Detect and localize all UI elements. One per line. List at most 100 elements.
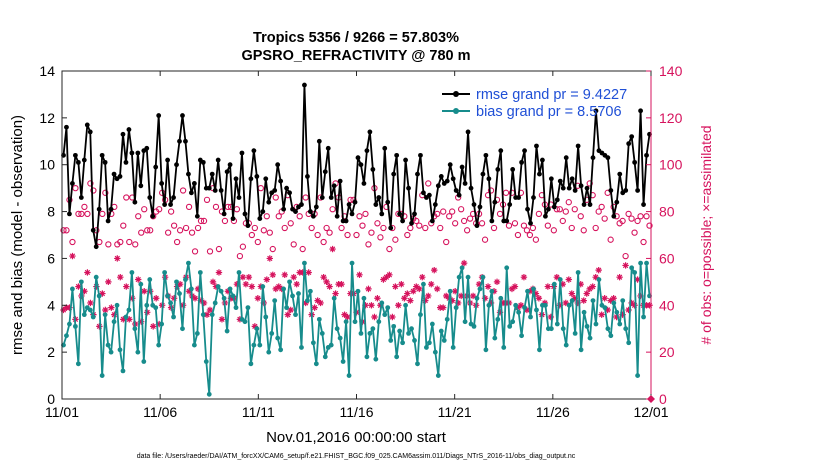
y-left-tick-label: 2 <box>47 344 55 360</box>
rmse-point <box>569 176 575 182</box>
bias-point <box>566 302 572 308</box>
obs-possible-point <box>203 196 211 204</box>
bias-point <box>608 333 614 339</box>
x-axis-label: Nov.01,2016 00:00:00 start <box>266 429 447 446</box>
rmse-point <box>525 206 530 212</box>
bias-point <box>519 333 524 339</box>
obs-possible-point <box>123 194 130 201</box>
obs-assimilated-point <box>117 273 124 281</box>
bias-point <box>105 342 111 348</box>
rmse-point <box>352 199 358 205</box>
obs-possible-point <box>416 222 423 229</box>
bias-point <box>346 373 352 378</box>
obs-possible-point <box>156 206 163 213</box>
bias-point <box>406 331 411 336</box>
obs-assimilated-point <box>105 278 112 286</box>
bias-point <box>569 298 575 303</box>
bias-point <box>432 349 438 355</box>
rmse-point <box>293 209 298 214</box>
bias-point <box>305 298 310 303</box>
bias-point <box>293 312 298 318</box>
bias-point <box>605 326 611 332</box>
bias-point <box>337 335 343 341</box>
rmse-point <box>120 131 126 137</box>
obs-possible-point <box>643 213 650 220</box>
bias-point <box>171 314 176 320</box>
obs-possible-point <box>263 213 270 220</box>
obs-assimilated-point <box>233 281 241 288</box>
rmse-point <box>174 162 179 168</box>
rmse-point <box>221 211 227 217</box>
obs-possible-point <box>529 224 537 232</box>
bias-point <box>480 274 486 280</box>
x-tick-label: 11/21 <box>438 404 472 420</box>
obs-possible-point <box>646 222 653 229</box>
bias-point <box>117 347 123 353</box>
rmse-point <box>233 176 239 182</box>
rmse-point <box>299 202 304 207</box>
bias-point <box>587 335 593 341</box>
bias-point <box>444 316 450 322</box>
obs-assimilated-point <box>338 281 345 288</box>
rmse-point <box>632 159 638 165</box>
bias-point <box>409 326 414 332</box>
obs-assimilated-point <box>616 273 623 281</box>
rmse-point <box>266 199 272 205</box>
obs-assimilated-point <box>60 306 67 314</box>
rmse-point <box>415 171 420 177</box>
bias-point <box>180 326 185 332</box>
obs-assimilated-point <box>329 245 336 253</box>
rmse-point <box>504 218 510 224</box>
rmse-point <box>483 152 489 158</box>
bias-point <box>641 314 646 320</box>
obs-assimilated-point <box>317 299 324 307</box>
obs-possible-point <box>221 217 229 225</box>
rmse-point <box>584 185 590 191</box>
rmse-point <box>147 195 153 200</box>
bias-point <box>331 295 337 301</box>
bias-point <box>93 274 99 280</box>
obs-assimilated-point <box>523 306 531 314</box>
obs-assimilated-point <box>263 276 271 283</box>
obs-possible-point <box>75 210 82 218</box>
bias-point <box>551 281 557 287</box>
obs-assimilated-point <box>496 309 504 316</box>
rmse-point <box>307 209 313 214</box>
rmse-point <box>319 195 325 200</box>
rmse-point <box>105 218 111 224</box>
obs-possible-point <box>99 210 106 218</box>
bias-point <box>302 260 307 266</box>
rmse-point <box>305 174 310 179</box>
obs-assimilated-point <box>613 313 620 321</box>
obs-assimilated-point <box>634 276 641 283</box>
rmse-point <box>218 188 224 193</box>
obs-assimilated-point <box>565 276 572 283</box>
bias-point <box>251 342 257 348</box>
y-right-tick-label: 140 <box>659 63 683 79</box>
obs-possible-point <box>141 206 148 213</box>
obs-possible-point <box>215 245 223 253</box>
obs-assimilated-point <box>215 269 223 276</box>
bias-point <box>343 319 349 325</box>
rmse-point <box>364 148 370 154</box>
rmse-point <box>438 174 444 179</box>
bias-point <box>245 305 251 311</box>
obs-possible-point <box>440 208 447 215</box>
x-tick-label: 11/26 <box>536 404 570 420</box>
bias-point <box>209 312 215 318</box>
rmse-point <box>510 167 516 172</box>
obs-possible-point <box>422 224 429 232</box>
rmse-point <box>281 206 287 212</box>
rmse-point <box>480 171 486 177</box>
bias-point <box>575 270 581 275</box>
obs-assimilated-point <box>287 306 294 314</box>
bias-point <box>313 361 319 367</box>
rmse-point <box>397 211 403 217</box>
obs-assimilated-point <box>272 285 279 293</box>
bias-point <box>87 307 93 313</box>
zero-marker <box>647 395 655 403</box>
obs-possible-point <box>401 213 408 220</box>
bias-point <box>441 338 447 343</box>
rmse-point <box>635 188 641 193</box>
rmse-point <box>194 213 200 219</box>
